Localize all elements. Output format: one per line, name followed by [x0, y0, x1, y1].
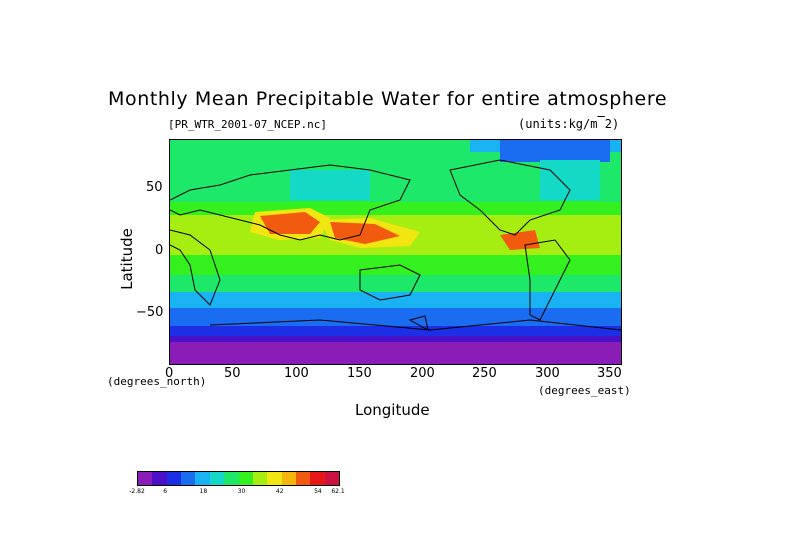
y-axis-unit: (degrees_north) — [107, 375, 207, 388]
file-label: [PR_WTR_2001-07_NCEP.nc] — [168, 118, 327, 131]
colorbar-swatch — [195, 472, 210, 485]
x-tick-100: 100 — [284, 366, 309, 381]
y-tick-50: 50 — [146, 180, 163, 195]
colorbar-swatch — [181, 472, 196, 485]
colorbar-swatch — [252, 472, 268, 485]
colorbar-swatch — [224, 472, 239, 485]
colorbar-label: 6 — [163, 488, 168, 495]
colorbar-swatch — [238, 472, 253, 485]
x-tick-0: 0 — [165, 366, 174, 381]
x-tick-200: 200 — [410, 366, 435, 381]
colorbar-swatch — [281, 472, 296, 485]
colorbar-label: 62.1 — [331, 488, 345, 495]
colorbar-swatch — [152, 472, 167, 485]
colorbar-swatch — [138, 472, 153, 485]
colorbar-label: 18 — [199, 488, 208, 495]
colorbar-swatch — [310, 472, 325, 485]
x-tick-300: 300 — [535, 366, 560, 381]
map-field — [170, 140, 621, 364]
y-axis-label: Latitude — [117, 228, 136, 290]
x-tick-150: 150 — [347, 366, 372, 381]
colorbar — [137, 471, 340, 486]
y-tick-neg50: −50 — [136, 305, 164, 320]
y-tick-0: 0 — [155, 243, 164, 258]
x-axis-unit: (degrees_east) — [538, 384, 631, 397]
colorbar-label: 42 — [275, 488, 284, 495]
x-tick-350: 350 — [597, 366, 622, 381]
colorbar-label: 30 — [237, 488, 246, 495]
x-tick-250: 250 — [472, 366, 497, 381]
x-tick-50: 50 — [224, 366, 241, 381]
colorbar-swatch — [324, 472, 340, 485]
colorbar-label: 54 — [314, 488, 322, 495]
colorbar-swatch — [295, 472, 311, 485]
precipitable-water-map — [169, 139, 622, 365]
colorbar-swatch — [209, 472, 225, 485]
colorbar-swatch — [267, 472, 282, 485]
colorbar-label: -2.82 — [129, 488, 145, 495]
x-axis-label: Longitude — [355, 401, 430, 419]
colorbar-swatch — [166, 472, 182, 485]
map-title: Monthly Mean Precipitable Water for enti… — [108, 88, 668, 110]
units-label: (units:kg/m 2) — [518, 117, 620, 131]
